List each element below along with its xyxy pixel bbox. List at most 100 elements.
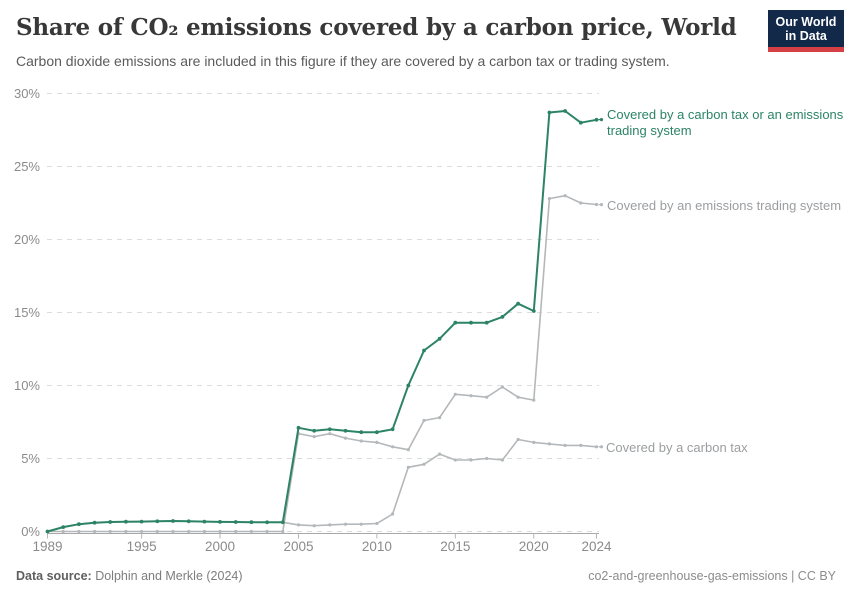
data-point-carbon-tax-or-ets [359,430,364,435]
owid-logo[interactable]: Our World in Data [768,10,844,47]
owid-logo-line2: in Data [785,28,827,43]
data-point-ets [218,529,222,534]
data-point-carbon-tax-or-ets [265,520,269,525]
data-point-ets [328,432,332,436]
x-tick-label: 2010 [362,539,392,554]
data-point-ets [171,529,175,534]
data-point-ets [453,392,457,396]
y-tick-label: 30% [14,86,40,101]
owid-logo-line1: Our World [775,14,837,29]
license-note[interactable]: co2-and-greenhouse-gas-emissions | CC BY [588,569,836,583]
data-point-carbon-tax [485,456,489,461]
owid-logo-accent-bar [768,47,844,52]
page-title: Share of CO₂ emissions covered by a carb… [16,14,737,41]
data-point-ets [77,529,81,534]
data-point-carbon-tax [391,512,395,516]
data-point-carbon-tax [547,442,552,446]
series-label-line2: trading system [607,123,692,138]
data-point-ets [93,529,97,534]
series-label-ets[interactable]: Covered by an emissions trading system [607,198,847,214]
data-point-ets [391,445,395,449]
data-point-carbon-tax-or-ets [233,520,238,524]
data-point-carbon-tax-or-ets [594,117,599,122]
data-source-note: Data source: Dolphin and Merkle (2024) [16,569,243,583]
data-point-ets [202,529,206,534]
data-point-carbon-tax-or-ets [516,301,520,306]
series-line-ets[interactable] [47,194,597,533]
data-point-ets [140,529,144,534]
y-tick-label: 15% [14,305,40,320]
series-label-connector-dot [599,445,604,449]
series-label-carbon-tax[interactable]: Covered by a carbon tax [606,440,806,456]
data-point-carbon-tax-or-ets [578,120,583,125]
series-label-connector-dot [599,203,604,207]
series-line-carbon-tax-or-ets[interactable] [47,110,597,533]
data-point-ets [249,529,253,534]
data-point-carbon-tax-or-ets [500,315,505,319]
data-point-ets [532,398,536,402]
data-point-carbon-tax-or-ets [343,428,348,433]
data-point-carbon-tax-or-ets [202,519,207,524]
x-tick-label: 1995 [127,539,157,554]
data-point-carbon-tax-or-ets [249,520,254,525]
data-point-ets [281,529,285,534]
y-tick-label: 5% [21,451,40,466]
x-tick-label: 2015 [440,539,470,554]
data-point-carbon-tax-or-ets [469,320,473,325]
data-point-ets [563,194,567,198]
data-point-ets [375,440,379,444]
data-point-carbon-tax [375,521,379,526]
x-tick-label: 1989 [32,539,62,554]
data-point-carbon-tax-or-ets [45,529,50,534]
data-point-carbon-tax-or-ets [484,320,489,325]
data-point-carbon-tax-or-ets [547,110,552,115]
data-point-carbon-tax [532,440,536,444]
y-tick-label: 20% [14,232,40,247]
data-point-ets [547,197,552,201]
data-point-ets [438,416,442,420]
series-label-line1: Covered by an emissions trading system [607,198,842,213]
data-point-carbon-tax [296,523,301,527]
data-point-carbon-tax-or-ets [327,427,332,432]
data-point-carbon-tax-or-ets [453,320,458,325]
x-tick-label: 2024 [581,539,612,554]
data-point-ets [187,529,191,534]
data-point-ets [234,529,238,534]
data-point-carbon-tax-or-ets [406,383,411,388]
data-point-ets [516,395,520,399]
data-point-ets [469,394,473,398]
series-line-carbon-tax[interactable] [47,438,597,533]
data-point-carbon-tax-or-ets [218,520,222,524]
series-label-connector-dot [599,118,604,122]
series-label-line1: Covered by a carbon tax or an emissions [607,107,844,122]
data-point-carbon-tax [328,523,332,527]
data-point-carbon-tax-or-ets [124,519,128,524]
data-point-ets [155,529,159,534]
data-point-ets [312,435,316,439]
x-tick-label: 2005 [283,539,313,554]
data-point-carbon-tax-or-ets [531,309,536,313]
data-point-carbon-tax [579,443,583,447]
data-point-carbon-tax-or-ets [155,519,160,524]
data-point-carbon-tax [359,522,363,526]
data-point-carbon-tax [469,458,473,462]
data-point-ets [124,529,128,534]
data-point-ets [359,439,363,443]
data-point-carbon-tax [312,524,316,528]
data-point-carbon-tax-or-ets [296,425,301,430]
data-point-carbon-tax-or-ets [390,427,395,432]
data-point-ets [422,418,426,423]
y-tick-label: 25% [14,159,40,174]
data-point-ets [108,529,112,534]
data-point-carbon-tax-or-ets [61,525,66,529]
data-point-carbon-tax-or-ets [139,519,144,524]
data-point-carbon-tax [343,522,348,526]
data-point-carbon-tax-or-ets [422,348,426,353]
y-tick-label: 0% [21,524,40,539]
data-point-carbon-tax [406,465,410,469]
series-label-carbon-tax-or-ets[interactable]: Covered by a carbon tax or an emissions … [607,107,847,139]
data-point-carbon-tax [516,437,520,442]
data-point-carbon-tax [438,452,442,456]
data-point-carbon-tax [563,443,567,447]
